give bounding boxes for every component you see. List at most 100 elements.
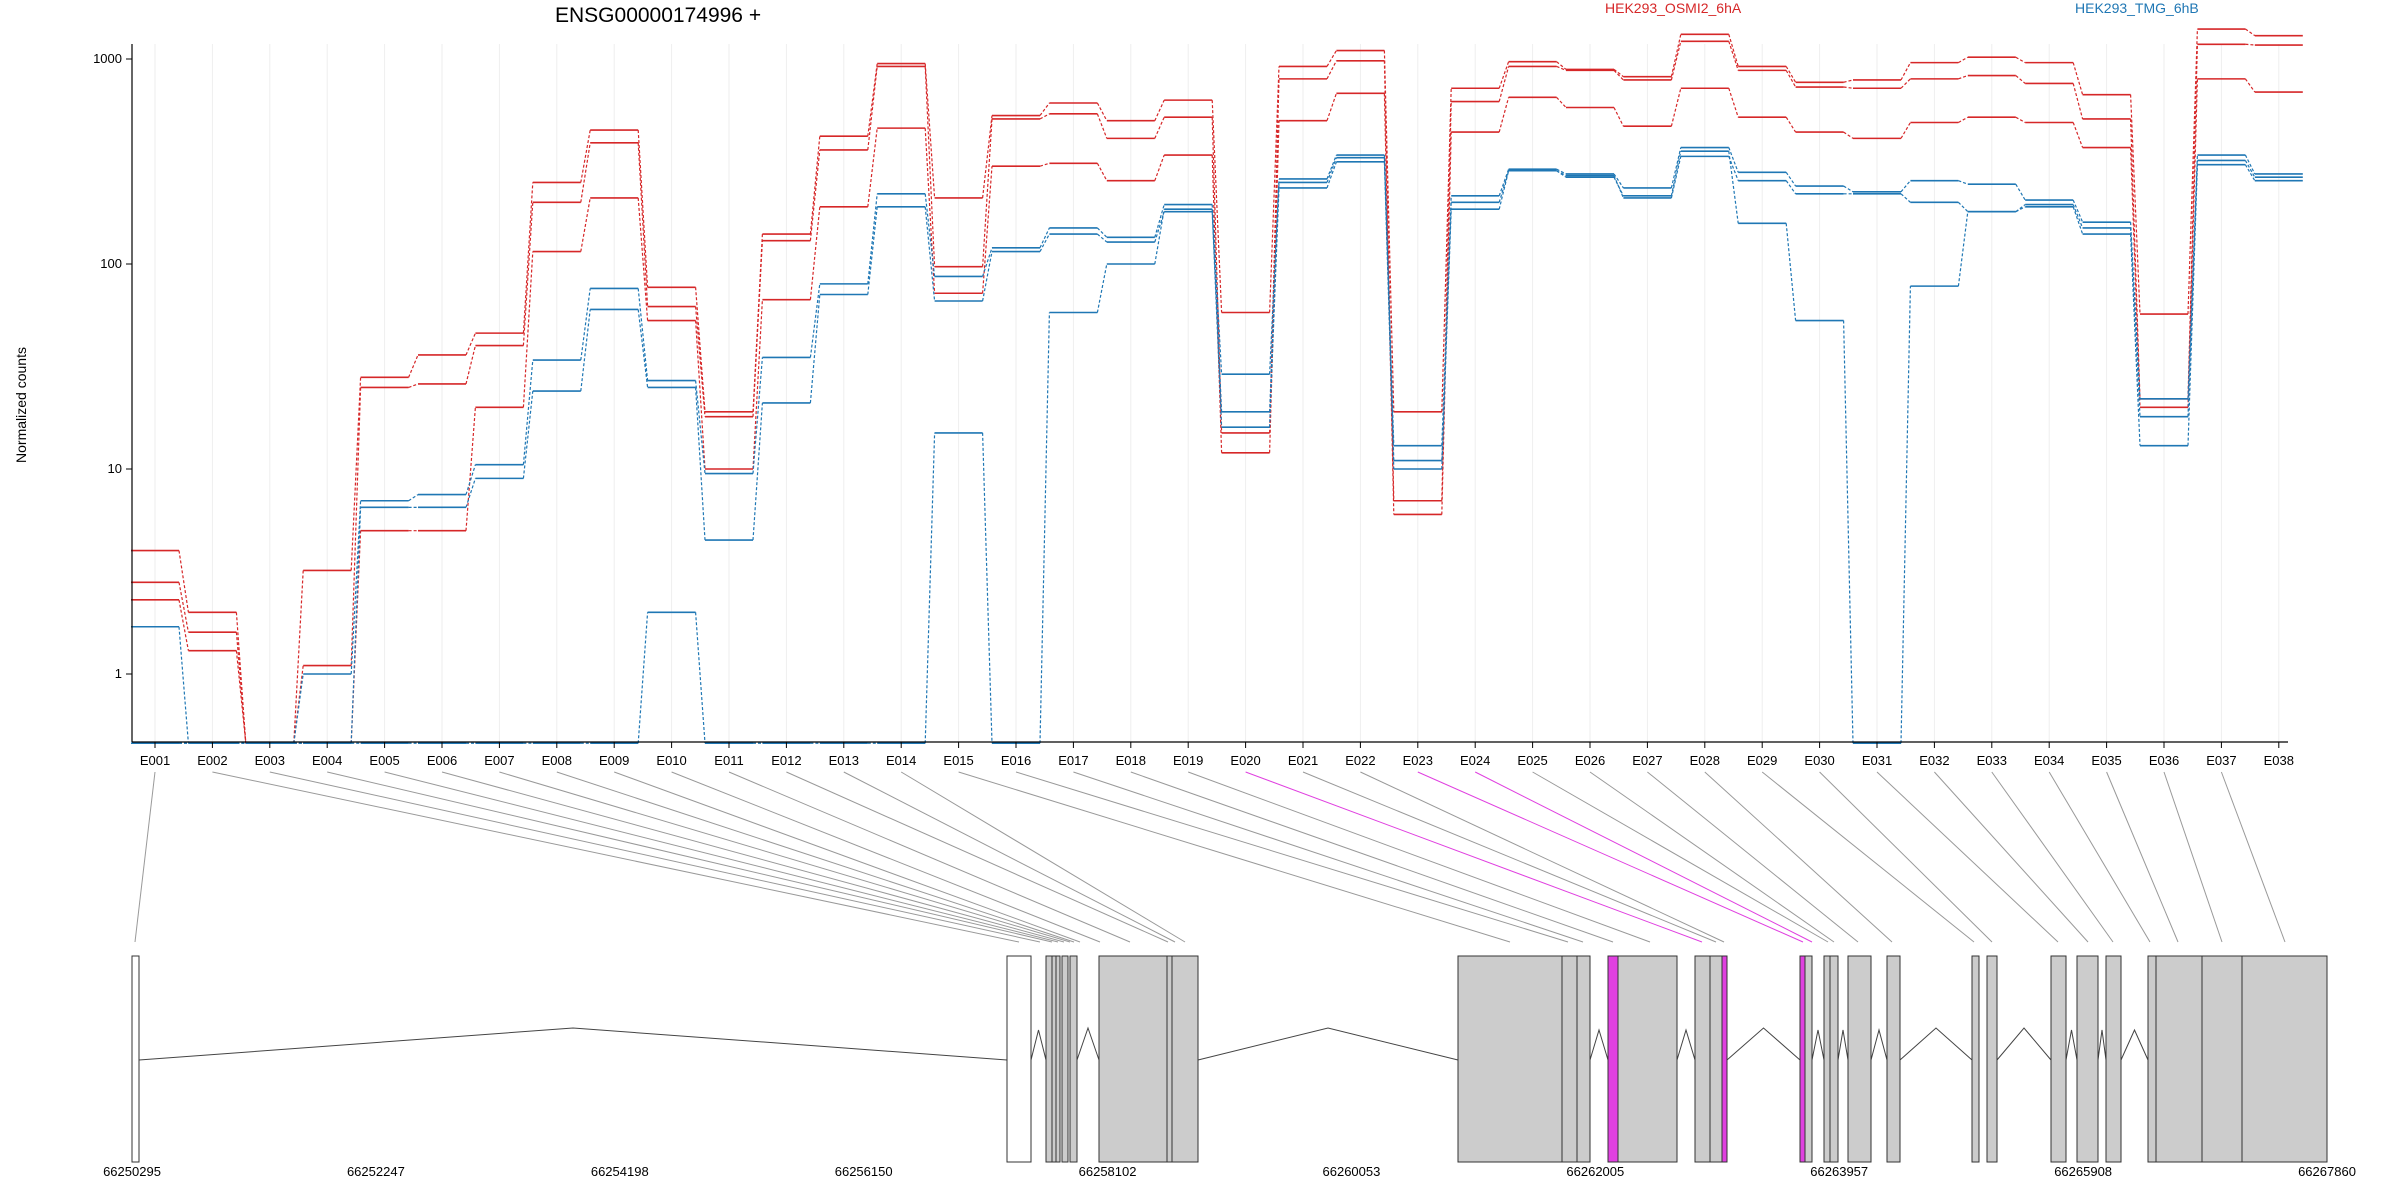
exon-transition xyxy=(1843,131,1854,139)
exon-tick-label: E038 xyxy=(2264,753,2294,768)
exon-transition xyxy=(178,582,189,633)
exon-tick-label: E018 xyxy=(1116,753,1146,768)
intron-connector xyxy=(1870,1028,1888,1061)
exon-transition xyxy=(2187,29,2198,315)
exon-tick-label: E027 xyxy=(1632,753,1662,768)
exon-transition xyxy=(982,247,993,277)
legend-tmg: HEK293_TMG_6hB xyxy=(2075,0,2199,16)
exon-transition xyxy=(1096,113,1108,139)
exon-connector-line xyxy=(384,771,1059,943)
exon-block xyxy=(1709,955,1723,1163)
series-line-2 xyxy=(131,40,2303,745)
exon-transition xyxy=(1211,117,1223,433)
exon-transition xyxy=(1900,78,1911,89)
exon-transition xyxy=(235,650,247,744)
exon-connector-line xyxy=(728,771,1131,943)
exon-transition xyxy=(2244,154,2256,175)
exon-connector-line xyxy=(441,771,1065,943)
genomic-coordinate-label: 66267860 xyxy=(2298,1164,2356,1179)
exon-transition xyxy=(580,129,591,183)
exon-connector-line xyxy=(671,771,1101,943)
exon-transition xyxy=(809,294,821,403)
exon-tick-label: E033 xyxy=(1977,753,2007,768)
intron-connector xyxy=(1589,1028,1609,1061)
exon-transition xyxy=(2187,44,2198,399)
axes: 1 10 100 1000 E001 E002 E003 E004 E005 E006 E007 E0… xyxy=(93,44,2294,768)
exon-block xyxy=(2105,955,2122,1163)
exon-connector-line xyxy=(1704,771,1893,943)
exon-connector-line xyxy=(1761,771,1975,943)
exon-transition xyxy=(1728,34,1739,67)
exon-transition xyxy=(2187,164,2198,446)
exon-transition xyxy=(1441,202,1452,461)
exon-connector-line xyxy=(1819,771,1993,943)
exon-transition xyxy=(1613,176,1624,197)
exon-connector-line xyxy=(1302,771,1717,943)
exon-transition xyxy=(1728,151,1739,224)
exon-transition xyxy=(1843,185,1854,193)
y-tick-label: 1000 xyxy=(93,51,122,66)
genomic-coordinate-label: 66254198 xyxy=(591,1164,649,1179)
exon-connector-line xyxy=(1417,771,1804,943)
exon-transition xyxy=(2187,160,2198,417)
exon-connector-line xyxy=(2220,771,2286,943)
exon-tick-label: E028 xyxy=(1690,753,1720,768)
exon-connector-line xyxy=(958,771,1511,943)
exon-transition xyxy=(465,407,476,531)
exon-transition xyxy=(1556,96,1567,108)
series-line-6 xyxy=(131,150,2303,745)
exon-block xyxy=(2076,955,2099,1163)
exon-transition xyxy=(2244,160,2256,178)
exon-block xyxy=(1971,955,1980,1163)
exon-transition xyxy=(1096,102,1108,121)
y-tick-label: 10 xyxy=(108,461,122,476)
genomic-coordinate-label: 66262005 xyxy=(1566,1164,1624,1179)
exon-transition xyxy=(178,599,189,651)
exon-connector-line xyxy=(1934,771,2089,943)
exon-block xyxy=(1055,955,1061,1163)
exon-transition xyxy=(2015,204,2026,213)
exon-transition xyxy=(924,63,936,198)
exon-connector-line xyxy=(1589,771,1835,943)
intron-connector xyxy=(1030,1029,1047,1061)
exon-transition xyxy=(809,136,821,235)
exon-block xyxy=(1061,955,1069,1163)
exon-block xyxy=(1804,955,1813,1163)
exon-transition xyxy=(2245,28,2256,37)
exon-connector-line xyxy=(1015,771,1569,943)
exon-block xyxy=(1171,955,1199,1163)
exon-transition xyxy=(522,390,534,479)
exon-transition xyxy=(2130,227,2141,417)
exon-transition xyxy=(350,507,362,744)
exon-transition xyxy=(752,240,763,417)
exon-tick-label: E017 xyxy=(1058,753,1088,768)
exon-tick-label: E015 xyxy=(943,753,973,768)
exon-block xyxy=(1886,955,1901,1163)
exon-transition xyxy=(1556,61,1567,70)
exon-transition xyxy=(1326,93,1337,121)
exon-transition xyxy=(1269,66,1280,313)
exon-transition xyxy=(1670,151,1682,196)
exon-tick-label: E010 xyxy=(656,753,686,768)
exon-transition xyxy=(1556,168,1567,175)
exon-connector-line xyxy=(499,771,1071,943)
exon-transition xyxy=(1383,157,1395,461)
exon-tick-label: E019 xyxy=(1173,753,1203,768)
exon-transition xyxy=(867,128,878,207)
exon-transition xyxy=(2072,62,2084,95)
exon-transition xyxy=(924,66,936,267)
exon-transition xyxy=(1211,204,1223,375)
exon-connector-line xyxy=(1360,771,1725,943)
exon-tick-label: E026 xyxy=(1575,753,1605,768)
exon-transition xyxy=(2072,122,2084,148)
vertical-grid xyxy=(154,44,2280,742)
exon-transition xyxy=(1957,211,1969,287)
exon-transition xyxy=(1900,122,1911,139)
exon-tick-label: E004 xyxy=(312,753,342,768)
exon-transition xyxy=(1211,209,1223,412)
exon-transition xyxy=(293,570,304,744)
exon-tick-label: E005 xyxy=(369,753,399,768)
exon-block xyxy=(2147,955,2157,1163)
exon-transition xyxy=(2072,83,2084,120)
exon-block xyxy=(131,955,140,1163)
